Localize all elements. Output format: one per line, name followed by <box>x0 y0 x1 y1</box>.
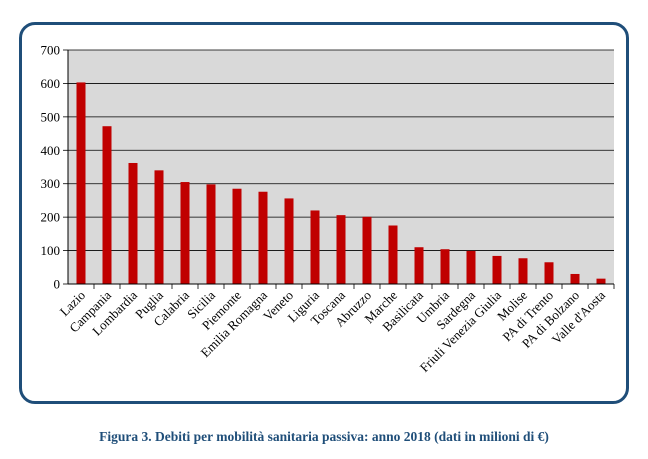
y-tick-label: 300 <box>41 176 61 191</box>
bar <box>154 170 164 284</box>
bars <box>76 82 606 285</box>
bar <box>206 184 216 284</box>
bar <box>466 250 476 284</box>
bar <box>596 278 606 284</box>
axes <box>67 50 615 289</box>
bar <box>492 255 502 284</box>
y-tick-label: 500 <box>41 109 61 124</box>
y-tick-label: 400 <box>41 143 61 158</box>
bar <box>76 82 86 284</box>
bar <box>518 258 528 284</box>
bar <box>362 216 372 284</box>
bar <box>570 273 580 284</box>
bar <box>310 210 320 284</box>
y-tick-label: 700 <box>41 43 61 58</box>
bar <box>180 182 190 284</box>
bar <box>128 162 138 284</box>
y-tick-labels: 0 100 200 300 400 500 600 700 <box>41 43 61 292</box>
y-tick-label: 200 <box>41 210 61 225</box>
y-tick-label: 0 <box>54 277 61 292</box>
x-category-labels: LazioCampaniaLombardiaPugliaCalabriaSici… <box>57 287 609 375</box>
bar <box>544 262 554 284</box>
y-tick-label: 100 <box>41 243 61 258</box>
bar-chart: 0 100 200 300 400 500 600 700 LazioCampaniaLomb… <box>41 43 615 375</box>
bar <box>102 126 112 285</box>
figure-caption: Figura 3. Debiti per mobilità sanitaria … <box>99 429 549 444</box>
bar <box>414 247 424 284</box>
bar <box>440 249 450 284</box>
bar <box>336 215 346 284</box>
bar <box>284 198 294 284</box>
y-tick-label: 600 <box>41 76 61 91</box>
bar <box>232 188 242 284</box>
bar <box>388 225 398 284</box>
bar <box>258 191 268 284</box>
